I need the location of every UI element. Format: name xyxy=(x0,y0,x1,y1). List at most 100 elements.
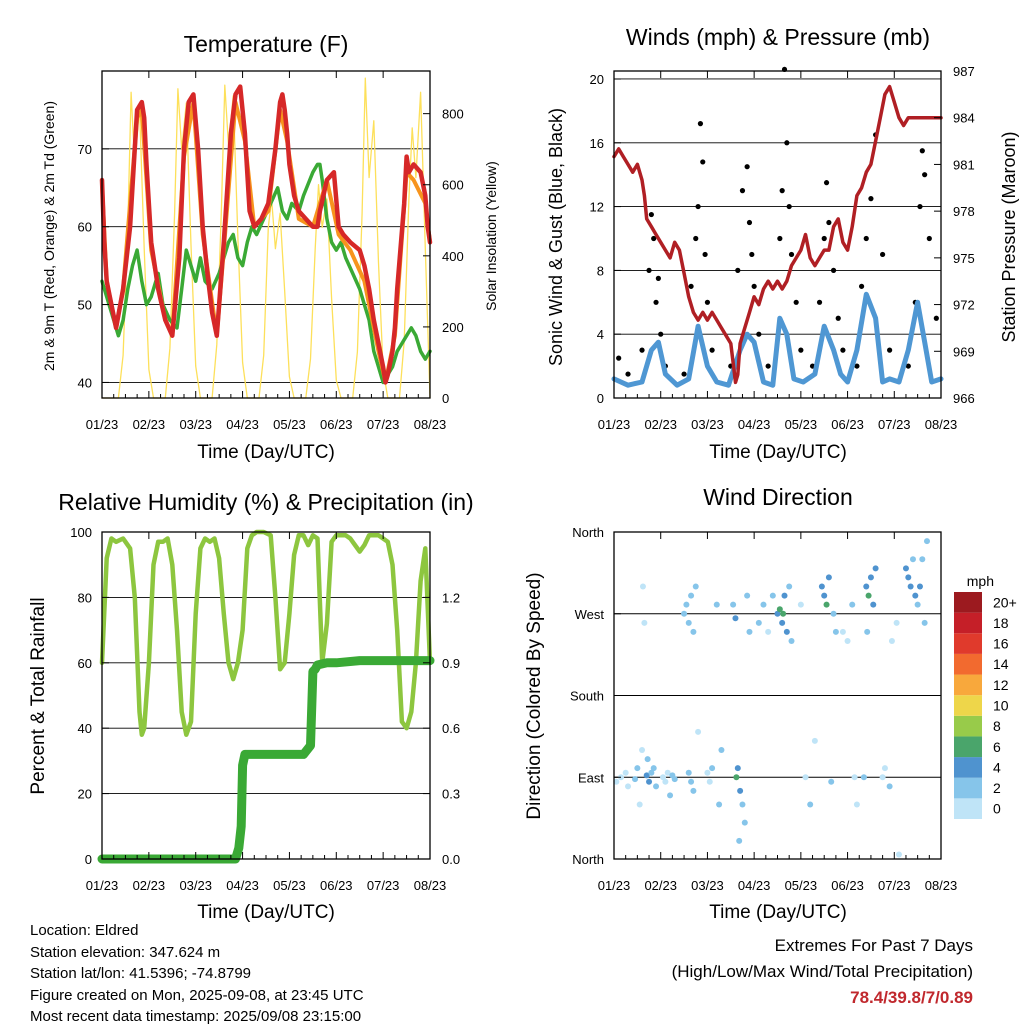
sonic-wind-line xyxy=(611,291,944,388)
gust-point xyxy=(681,371,687,377)
direction-point xyxy=(886,783,893,790)
direction-point xyxy=(867,574,874,581)
direction-point xyxy=(755,619,762,626)
y-tick-label: 80 xyxy=(78,590,92,605)
x-tick-label: 02/23 xyxy=(644,878,677,893)
colorbar-swatch xyxy=(954,715,982,737)
y-tick-label: 60 xyxy=(78,220,92,235)
temperature-ylabel: 2m & 9m T (Red, Orange) & 2m Td (Green) xyxy=(41,101,57,371)
y-tick-label: 60 xyxy=(78,656,92,671)
winds-xlabel: Time (Day/UTC) xyxy=(709,442,847,463)
gust-point xyxy=(830,267,837,273)
direction-point xyxy=(639,583,646,590)
winds-plot-area: 01/23 02/23 03/23 04/23 05/23 06/23 07/23 08/23… xyxy=(590,64,975,432)
rainfall-line xyxy=(97,656,435,864)
gust-point xyxy=(786,203,792,210)
direction-point xyxy=(643,772,650,779)
gust-point xyxy=(697,121,704,127)
extremes-values: 78.4/39.8/7/0.89 xyxy=(850,988,973,1007)
temperature-xlabel: Time (Day/UTC) xyxy=(197,442,335,463)
direction-point xyxy=(713,601,720,608)
colorbar-swatch xyxy=(954,736,982,758)
gust-point xyxy=(917,203,923,210)
gust-point xyxy=(746,219,753,226)
y-tick-label: 8 xyxy=(597,263,604,278)
direction-point xyxy=(912,592,919,599)
y-right-tick-label: 984 xyxy=(953,111,975,126)
gust-point xyxy=(639,347,645,353)
x-tick-label: 06/23 xyxy=(831,878,864,893)
direction-point xyxy=(914,601,921,608)
gust-point xyxy=(756,331,762,337)
direction-point xyxy=(849,601,856,608)
x-tick-label: 07/23 xyxy=(878,878,911,893)
direction-point xyxy=(811,737,818,744)
x-tick-label: 05/23 xyxy=(785,878,818,893)
gust-point xyxy=(625,371,631,377)
gust-point xyxy=(688,283,694,289)
gust-point xyxy=(735,267,741,273)
gust-point xyxy=(709,347,715,353)
y-right-tick-label: 975 xyxy=(953,251,975,266)
direction-point xyxy=(776,606,783,613)
direction-point xyxy=(821,592,828,599)
direction-point xyxy=(797,601,804,608)
y-right-tick-label: 0.3 xyxy=(442,787,460,802)
x-tick-label: 07/23 xyxy=(367,417,400,432)
direction-point xyxy=(660,774,667,781)
direction-point xyxy=(625,783,632,790)
gust-point xyxy=(655,275,661,281)
humidity-panel: Relative Humidity (%) & Precipitation (i… xyxy=(28,489,474,923)
gust-point xyxy=(840,347,846,353)
direction-point xyxy=(622,769,629,776)
extremes-title: Extremes For Past 7 Days xyxy=(774,936,973,955)
gust-point xyxy=(695,203,701,210)
winds-title: Winds (mph) & Pressure (mb) xyxy=(626,24,930,50)
x-tick-label: 07/23 xyxy=(878,417,911,432)
gust-point xyxy=(749,251,755,258)
direction-point xyxy=(844,638,851,644)
direction-point xyxy=(639,747,646,753)
direction-point xyxy=(634,765,641,772)
direction-point xyxy=(688,592,695,599)
direction-point xyxy=(864,628,871,635)
direction-point xyxy=(685,769,692,776)
direction-point xyxy=(688,778,695,785)
direction-point xyxy=(733,774,740,781)
gust-point xyxy=(823,180,830,186)
gust-point xyxy=(616,355,622,361)
gust-point xyxy=(854,363,860,369)
x-tick-label: 01/23 xyxy=(86,878,119,893)
colorbar-swatch xyxy=(954,592,982,613)
x-tick-label: 05/23 xyxy=(273,878,306,893)
direction-title: Wind Direction xyxy=(703,484,853,510)
x-tick-label: 06/23 xyxy=(320,417,353,432)
direction-point xyxy=(685,619,692,626)
y-tick-label: 40 xyxy=(78,721,92,736)
humidity-line xyxy=(99,529,433,737)
y-tick-label: 20 xyxy=(78,787,92,802)
y-tick-label: West xyxy=(575,607,605,622)
direction-point xyxy=(909,556,916,563)
direction-point xyxy=(650,765,657,772)
x-tick-label: 01/23 xyxy=(598,417,631,432)
direction-point xyxy=(667,792,674,799)
direction-point xyxy=(870,601,877,608)
direction-point xyxy=(636,801,643,808)
direction-point xyxy=(786,583,793,590)
colorbar-label: 0 xyxy=(993,801,1001,817)
direction-point xyxy=(690,787,697,794)
y-tick-label: 40 xyxy=(78,375,92,390)
gust-point xyxy=(658,331,664,337)
direction-point xyxy=(706,778,713,785)
y-right-tick-label: 200 xyxy=(442,320,464,335)
direction-point xyxy=(644,756,651,763)
direction-point xyxy=(646,778,653,785)
direction-point xyxy=(830,610,837,617)
direction-point xyxy=(648,769,655,776)
y-right-tick-label: 978 xyxy=(953,204,975,219)
colorbar-label: 14 xyxy=(993,656,1009,672)
y-right-tick-label: 0.9 xyxy=(442,656,460,671)
y-tick-label: 0 xyxy=(85,852,92,867)
gust-point xyxy=(868,196,874,202)
